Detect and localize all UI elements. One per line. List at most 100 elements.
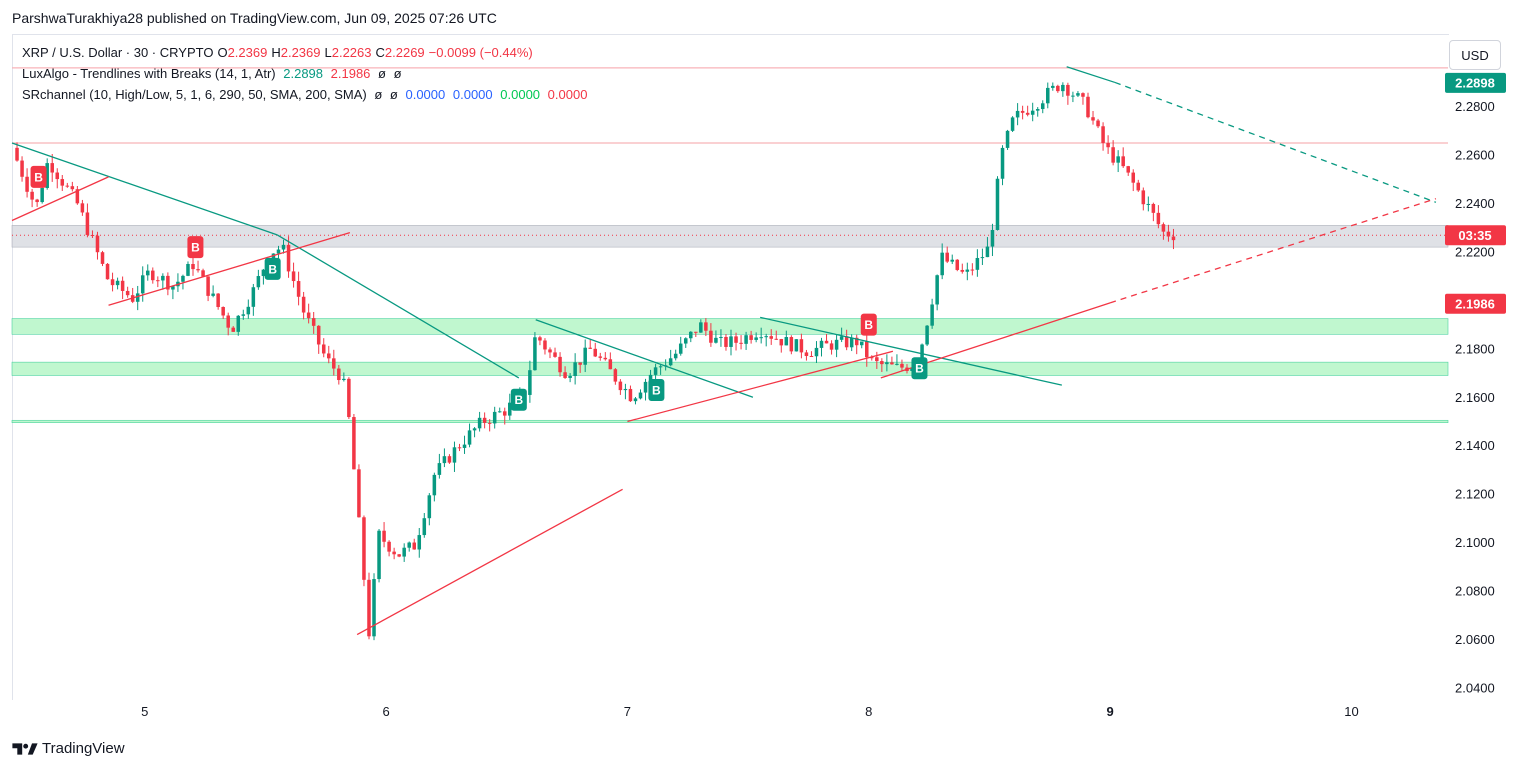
price-label-bg-1 — [1445, 225, 1506, 246]
candle-body-130 — [668, 358, 673, 366]
trendline-8 — [356, 488, 623, 636]
legend-srchannel-line[interactable]: SRchannel (10, High/Low, 5, 1, 6, 290, 5… — [22, 87, 591, 102]
candle-body-167 — [854, 337, 859, 346]
trendline-1 — [277, 234, 520, 379]
publish-header: ParshwaTurakhiya28 published on TradingV… — [12, 10, 497, 26]
candle-body-172 — [880, 361, 884, 365]
currency-button[interactable]: USD — [1449, 40, 1501, 70]
sr-zone-3 — [11, 225, 1449, 248]
candle-body-49 — [261, 269, 266, 277]
footer-brand[interactable]: TradingView — [12, 740, 125, 757]
break-marker-label-6: B — [915, 362, 924, 376]
y-tick-label-4: 2.2200 — [1455, 244, 1495, 259]
legend-symbol-line[interactable]: XRP / U.S. Dollar · 30 · CRYPTO O2.2369 H2… — [22, 45, 537, 60]
candle-body-119 — [613, 369, 618, 382]
break-marker-4 — [648, 379, 665, 402]
x-axis-labels: 5 6 7 8 9 10 — [141, 704, 1359, 719]
candle-body-4 — [35, 199, 39, 203]
x-tick-label-4: 9 — [1107, 704, 1114, 719]
candle-body-92 — [477, 417, 482, 429]
candle-body-160 — [819, 340, 824, 348]
candle-body-157 — [804, 352, 809, 356]
candle-body-148 — [759, 337, 763, 339]
time-axis[interactable] — [12, 700, 1449, 726]
price-axis[interactable] — [1449, 34, 1510, 726]
candle-body-184 — [940, 252, 944, 276]
candle-body-111 — [573, 362, 577, 377]
candle-body-182 — [930, 304, 934, 326]
candle-body-149 — [764, 336, 768, 338]
candle-body-159 — [814, 347, 819, 357]
legend-h-label: H — [271, 45, 281, 60]
candle-body-48 — [256, 276, 261, 288]
candle-body-64 — [337, 368, 341, 381]
candle-body-219 — [1116, 156, 1120, 163]
y-tick-label-11: 2.0600 — [1455, 632, 1495, 647]
candle-body-112 — [578, 362, 582, 365]
legend-l-label: L — [324, 45, 332, 60]
candle-body-175 — [895, 363, 899, 365]
candle-body-230 — [1171, 236, 1176, 241]
candle-body-197 — [1005, 130, 1010, 148]
candle-body-41 — [221, 307, 225, 316]
candle-body-19 — [110, 279, 115, 286]
footer-brand-text: TradingView — [42, 740, 125, 757]
y-tick-label-12: 2.0400 — [1455, 680, 1495, 695]
candle-body-204 — [1040, 103, 1045, 110]
candle-body-133 — [683, 338, 688, 344]
candle-body-113 — [583, 347, 587, 365]
candle-body-103 — [533, 337, 537, 371]
candle-body-216 — [1101, 126, 1105, 143]
candle-body-29 — [161, 275, 165, 281]
candle-body-115 — [593, 348, 598, 357]
candle-body-8 — [55, 172, 60, 180]
candle-body-151 — [774, 338, 779, 340]
candle-body-91 — [472, 428, 477, 431]
trendline-11 — [1109, 198, 1437, 304]
candle-body-63 — [332, 358, 336, 369]
candle-body-171 — [875, 357, 879, 362]
candle-body-124 — [638, 392, 643, 399]
candle-body-201 — [1025, 112, 1030, 115]
candle-body-122 — [628, 388, 633, 402]
candle-body-158 — [809, 355, 814, 357]
candle-body-0 — [15, 147, 19, 161]
candle-body-141 — [724, 336, 728, 347]
candle-body-14 — [85, 212, 90, 235]
candle-body-11 — [70, 186, 75, 190]
price-label-1: 03:35 — [1458, 228, 1491, 243]
candle-body-36 — [196, 269, 200, 271]
candle-body-185 — [945, 252, 949, 262]
candle-body-21 — [120, 280, 125, 291]
break-marker-label-4: B — [652, 384, 661, 398]
legend-o-label: O — [217, 45, 228, 60]
candle-body-107 — [553, 352, 557, 357]
legend-open: 2.2369 — [227, 45, 268, 60]
candle-body-193 — [985, 246, 990, 258]
candle-body-80 — [417, 535, 422, 550]
candle-body-9 — [60, 179, 65, 186]
candle-body-102 — [528, 370, 532, 395]
candle-body-223 — [1136, 182, 1141, 191]
break-marker-label-3: B — [514, 393, 523, 407]
candle-body-52 — [276, 249, 281, 254]
candle-body-212 — [1081, 93, 1085, 97]
candle-body-66 — [347, 378, 351, 418]
y-tick-label-10: 2.0800 — [1455, 584, 1495, 599]
candle-body-127 — [653, 367, 658, 375]
candle-body-3 — [30, 191, 34, 200]
candle-body-189 — [965, 269, 970, 272]
candle-body-121 — [623, 388, 628, 391]
trendline-3 — [760, 316, 1062, 386]
y-tick-label-9: 2.1000 — [1455, 535, 1495, 550]
candle-body-53 — [281, 244, 286, 250]
candle-body-227 — [1156, 212, 1161, 225]
legend-luxalgo-line[interactable]: LuxAlgo - Trendlines with Breaks (14, 1,… — [22, 66, 406, 81]
candle-body-170 — [870, 357, 874, 359]
legend-srchannel-name: SRchannel (10, High/Low, 5, 1, 6, 290, 5… — [22, 87, 367, 102]
candle-body-188 — [960, 269, 965, 272]
legend-c-label: C — [375, 45, 385, 60]
x-tick-label-2: 7 — [624, 704, 631, 719]
candle-body-181 — [925, 325, 929, 345]
